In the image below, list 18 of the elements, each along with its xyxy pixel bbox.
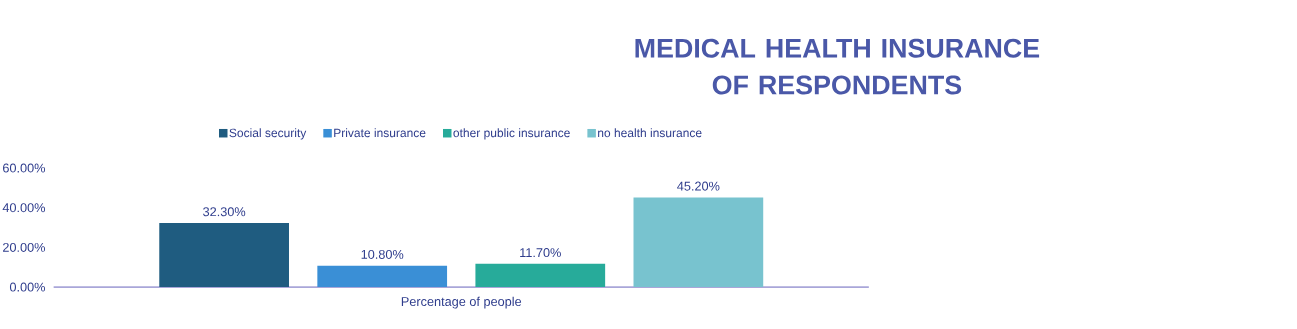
- legend-label: Social security: [229, 128, 307, 140]
- data-label: 45.20%: [677, 181, 720, 191]
- chart-title: MEDICAL HEALTH INSURANCE OF RESPONDENTS: [635, 38, 1040, 95]
- legend-label: Private insurance: [334, 128, 426, 138]
- y-tick-label: 60.00%: [3, 163, 46, 173]
- bar: [475, 263, 606, 288]
- y-tick-label: 40.00%: [2, 203, 46, 213]
- bar: [317, 265, 448, 288]
- bar: [159, 223, 289, 288]
- data-label: 11.70%: [520, 248, 561, 258]
- legend-label: no health insurance: [598, 128, 702, 138]
- bar: [633, 197, 764, 288]
- data-label: 10.80%: [361, 249, 404, 259]
- y-tick-label: 0.00%: [9, 282, 46, 292]
- legend-label: other public insurance: [453, 128, 570, 140]
- x-tick-label: Percentage of people: [401, 296, 522, 309]
- y-tick-label: 20.00%: [3, 242, 46, 252]
- data-label: 32.30%: [203, 207, 246, 217]
